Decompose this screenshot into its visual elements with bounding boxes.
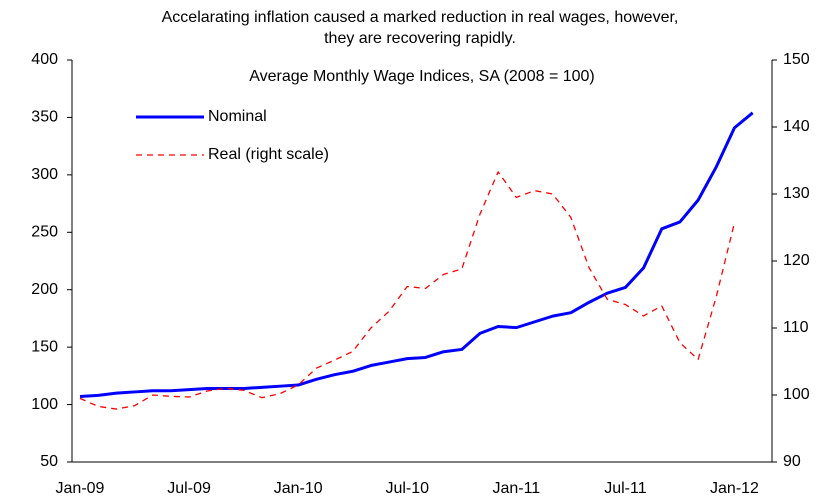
x-tick-label: Jan-10 [274, 480, 323, 497]
y-tick-label: 350 [31, 109, 58, 126]
legend-label: Nominal [208, 108, 267, 125]
y-tick-label: 200 [31, 281, 58, 298]
chart-title: Accelarating inflation caused a marked r… [162, 9, 679, 26]
y2-tick-label: 110 [783, 319, 809, 336]
y-tick-label: 150 [31, 338, 58, 355]
series-line [79, 171, 736, 410]
x-tick-label: Jul-11 [604, 480, 646, 497]
y2-tick-label: 120 [783, 252, 810, 269]
x-tick-label: Jan-09 [56, 480, 105, 497]
y2-tick-label: 100 [783, 386, 810, 403]
x-tick-label: Jul-09 [167, 480, 211, 497]
y-tick-label: 300 [31, 166, 58, 183]
y-tick-label: 50 [40, 453, 58, 470]
x-tick-label: Jul-10 [385, 480, 429, 497]
y2-tick-label: 90 [783, 453, 801, 470]
x-tick-label: Jan-12 [710, 480, 759, 497]
y-tick-label: 250 [31, 224, 58, 241]
x-tick-label: Jan-11 [492, 480, 540, 497]
y2-tick-label: 130 [783, 185, 810, 202]
legend-label: Real (right scale) [208, 146, 329, 163]
series-line [79, 111, 754, 399]
y-tick-label: 400 [31, 51, 58, 68]
y2-tick-label: 140 [783, 118, 810, 135]
chart-subtitle: Average Monthly Wage Indices, SA (2008 =… [249, 68, 595, 85]
chart-title: they are recovering rapidly. [324, 30, 516, 47]
y2-tick-label: 150 [783, 51, 810, 68]
y-tick-label: 100 [31, 396, 58, 413]
